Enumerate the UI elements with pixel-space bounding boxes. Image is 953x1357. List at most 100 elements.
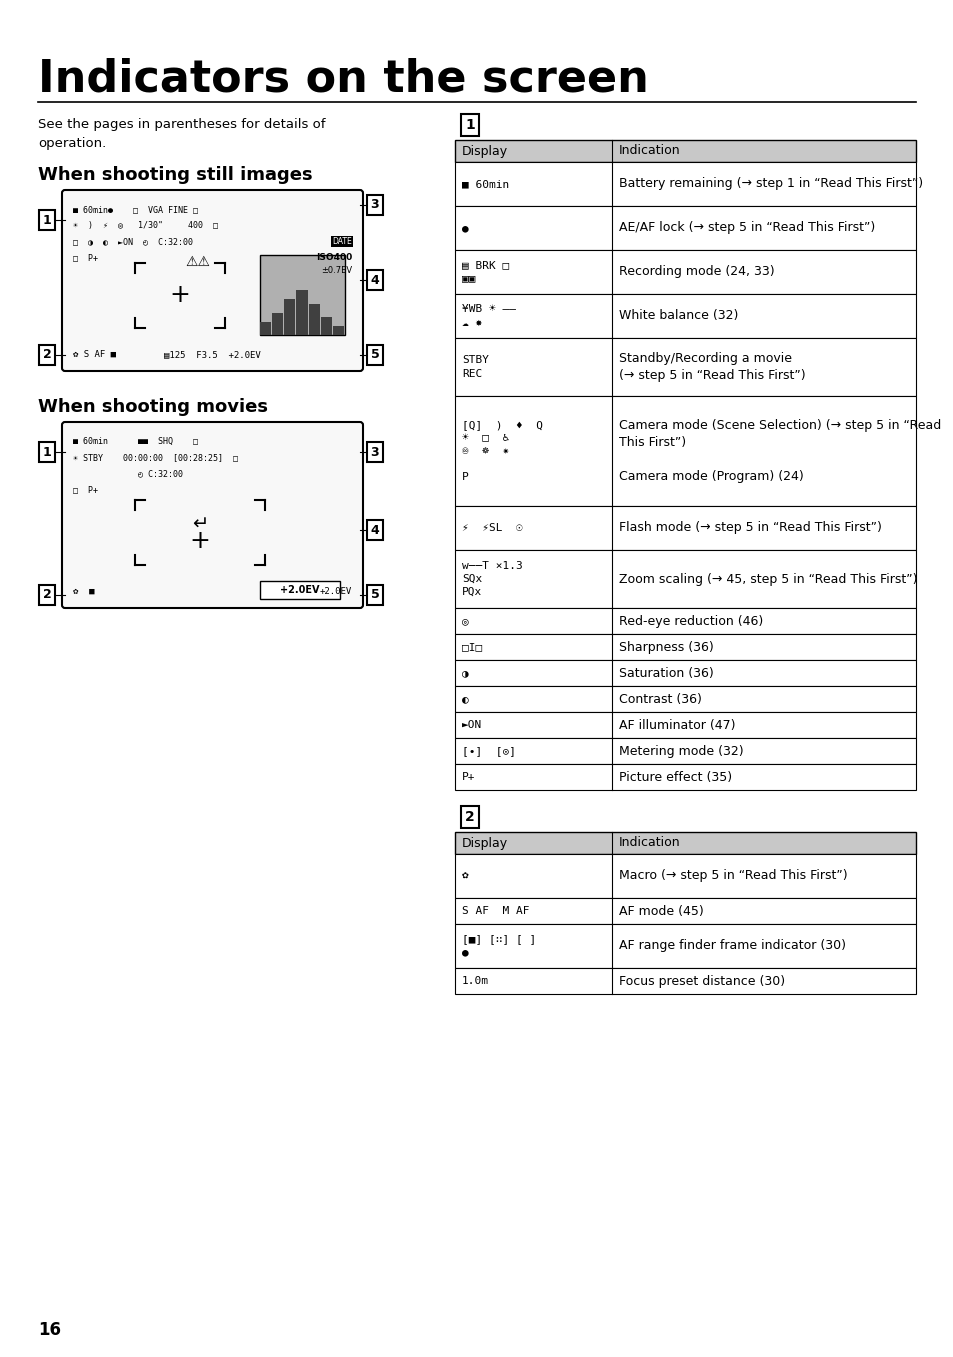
- Bar: [455, 660, 915, 687]
- Text: ✿: ✿: [461, 871, 468, 881]
- Text: Battery remaining (→ step 1 in “Read This First”): Battery remaining (→ step 1 in “Read Thi…: [618, 178, 922, 190]
- Text: AF mode (45): AF mode (45): [618, 905, 702, 917]
- Text: ⚠⚠: ⚠⚠: [185, 255, 210, 269]
- Text: DATE: DATE: [332, 237, 352, 246]
- Bar: [260, 255, 345, 335]
- Text: White balance (32): White balance (32): [618, 309, 738, 323]
- Bar: [455, 898, 915, 924]
- Bar: [455, 712, 915, 738]
- Text: ►ON: ►ON: [461, 721, 482, 730]
- Text: 4: 4: [370, 524, 379, 536]
- Text: ■ 60min: ■ 60min: [461, 179, 509, 189]
- Text: S AF  M AF: S AF M AF: [461, 906, 529, 916]
- Text: 1.0m: 1.0m: [461, 976, 489, 987]
- Text: Recording mode (24, 33): Recording mode (24, 33): [618, 266, 774, 278]
- Bar: [455, 832, 915, 854]
- Text: 5: 5: [370, 349, 379, 361]
- Text: 3: 3: [371, 198, 379, 212]
- Text: See the pages in parentheses for details of
operation.: See the pages in parentheses for details…: [38, 118, 325, 151]
- Bar: [455, 396, 915, 506]
- Text: P+: P+: [461, 772, 475, 782]
- Text: +: +: [190, 528, 211, 552]
- Text: ▤ BRK □
▣▣: ▤ BRK □ ▣▣: [461, 261, 509, 284]
- Text: □  P+: □ P+: [73, 252, 98, 262]
- Text: +2.0EV: +2.0EV: [280, 585, 319, 594]
- Text: ☀ STBY    00:00:00  [00:28:25]  □: ☀ STBY 00:00:00 [00:28:25] □: [73, 453, 237, 461]
- Text: 2: 2: [464, 810, 475, 824]
- Text: 2: 2: [43, 349, 51, 361]
- Text: ■ 60min      ■■  SHQ    □: ■ 60min ■■ SHQ □: [73, 437, 198, 446]
- Bar: [260, 322, 271, 335]
- Text: +: +: [170, 284, 191, 308]
- Text: ±0.7EV: ±0.7EV: [320, 266, 352, 275]
- Text: 4: 4: [370, 274, 379, 286]
- FancyBboxPatch shape: [62, 422, 363, 608]
- Text: Sharpness (36): Sharpness (36): [618, 641, 713, 654]
- Text: Metering mode (32): Metering mode (32): [618, 745, 742, 757]
- Text: AF range finder frame indicator (30): AF range finder frame indicator (30): [618, 939, 845, 953]
- Text: ⚡  ⚡SL  ☉: ⚡ ⚡SL ☉: [461, 522, 522, 533]
- Text: When shooting still images: When shooting still images: [38, 166, 313, 185]
- Text: +2.0EV: +2.0EV: [319, 588, 352, 596]
- Bar: [455, 924, 915, 968]
- Text: Indication: Indication: [618, 836, 679, 849]
- Bar: [455, 338, 915, 396]
- Bar: [272, 312, 283, 335]
- Text: Focus preset distance (30): Focus preset distance (30): [618, 974, 784, 988]
- Bar: [455, 294, 915, 338]
- Bar: [455, 250, 915, 294]
- Text: □I□: □I□: [461, 642, 482, 651]
- Bar: [455, 854, 915, 898]
- Text: ◴ C:32:00: ◴ C:32:00: [73, 470, 183, 478]
- Text: 1: 1: [464, 118, 475, 132]
- Text: Display: Display: [461, 144, 508, 157]
- Bar: [455, 506, 915, 550]
- Text: Display: Display: [461, 836, 508, 849]
- Bar: [455, 687, 915, 712]
- Text: 3: 3: [371, 445, 379, 459]
- Text: Picture effect (35): Picture effect (35): [618, 771, 731, 783]
- Bar: [455, 764, 915, 790]
- Text: ■ 60min●    □  VGA FINE □: ■ 60min● □ VGA FINE □: [73, 205, 198, 214]
- Text: ◎: ◎: [461, 616, 468, 626]
- Bar: [296, 290, 307, 335]
- Bar: [455, 738, 915, 764]
- Text: [•]  [⊙]: [•] [⊙]: [461, 746, 516, 756]
- Text: Camera mode (Scene Selection) (→ step 5 in “Read This First”)

Camera mode (Prog: Camera mode (Scene Selection) (→ step 5 …: [618, 419, 940, 483]
- Bar: [455, 634, 915, 660]
- Text: [■] [∷] [ ]
●: [■] [∷] [ ] ●: [461, 935, 536, 958]
- Text: 16: 16: [38, 1320, 61, 1339]
- Bar: [320, 318, 332, 335]
- Text: ☀  )  ⚡  ◎   1/30"     400  □: ☀ ) ⚡ ◎ 1/30" 400 □: [73, 221, 218, 229]
- Bar: [455, 206, 915, 250]
- Bar: [455, 550, 915, 608]
- Text: AE/AF lock (→ step 5 in “Read This First”): AE/AF lock (→ step 5 in “Read This First…: [618, 221, 874, 235]
- Text: STBY
REC: STBY REC: [461, 356, 489, 379]
- Text: Indication: Indication: [618, 144, 679, 157]
- Text: [Q]  )  ♦  Q
☀  □  ♿
♾  ☸  ✷

P: [Q] ) ♦ Q ☀ □ ♿ ♾ ☸ ✷ P: [461, 419, 542, 482]
- Text: Saturation (36): Saturation (36): [618, 666, 713, 680]
- Text: Contrast (36): Contrast (36): [618, 692, 700, 706]
- Text: When shooting movies: When shooting movies: [38, 398, 268, 417]
- Text: 1: 1: [43, 213, 51, 227]
- Text: Standby/Recording a movie
(→ step 5 in “Read This First”): Standby/Recording a movie (→ step 5 in “…: [618, 351, 804, 383]
- Text: 2: 2: [43, 589, 51, 601]
- Bar: [455, 608, 915, 634]
- Text: 1: 1: [43, 445, 51, 459]
- Text: w──T ×1.3
SQx
PQx: w──T ×1.3 SQx PQx: [461, 560, 522, 597]
- Text: 5: 5: [370, 589, 379, 601]
- Text: ✿  ■: ✿ ■: [73, 588, 94, 596]
- Text: ◑: ◑: [461, 668, 468, 678]
- Text: ↵: ↵: [192, 516, 208, 535]
- Text: ✿ S AF ■: ✿ S AF ■: [73, 350, 116, 360]
- Bar: [260, 581, 339, 598]
- Bar: [455, 161, 915, 206]
- Text: ISO400: ISO400: [315, 252, 352, 262]
- Bar: [455, 140, 915, 161]
- Bar: [333, 326, 344, 335]
- Bar: [455, 968, 915, 993]
- Text: ◐: ◐: [461, 693, 468, 704]
- FancyBboxPatch shape: [62, 190, 363, 370]
- Text: ¥WB ☀ ——
☁ ✸: ¥WB ☀ —— ☁ ✸: [461, 304, 516, 327]
- Text: Indicators on the screen: Indicators on the screen: [38, 58, 648, 100]
